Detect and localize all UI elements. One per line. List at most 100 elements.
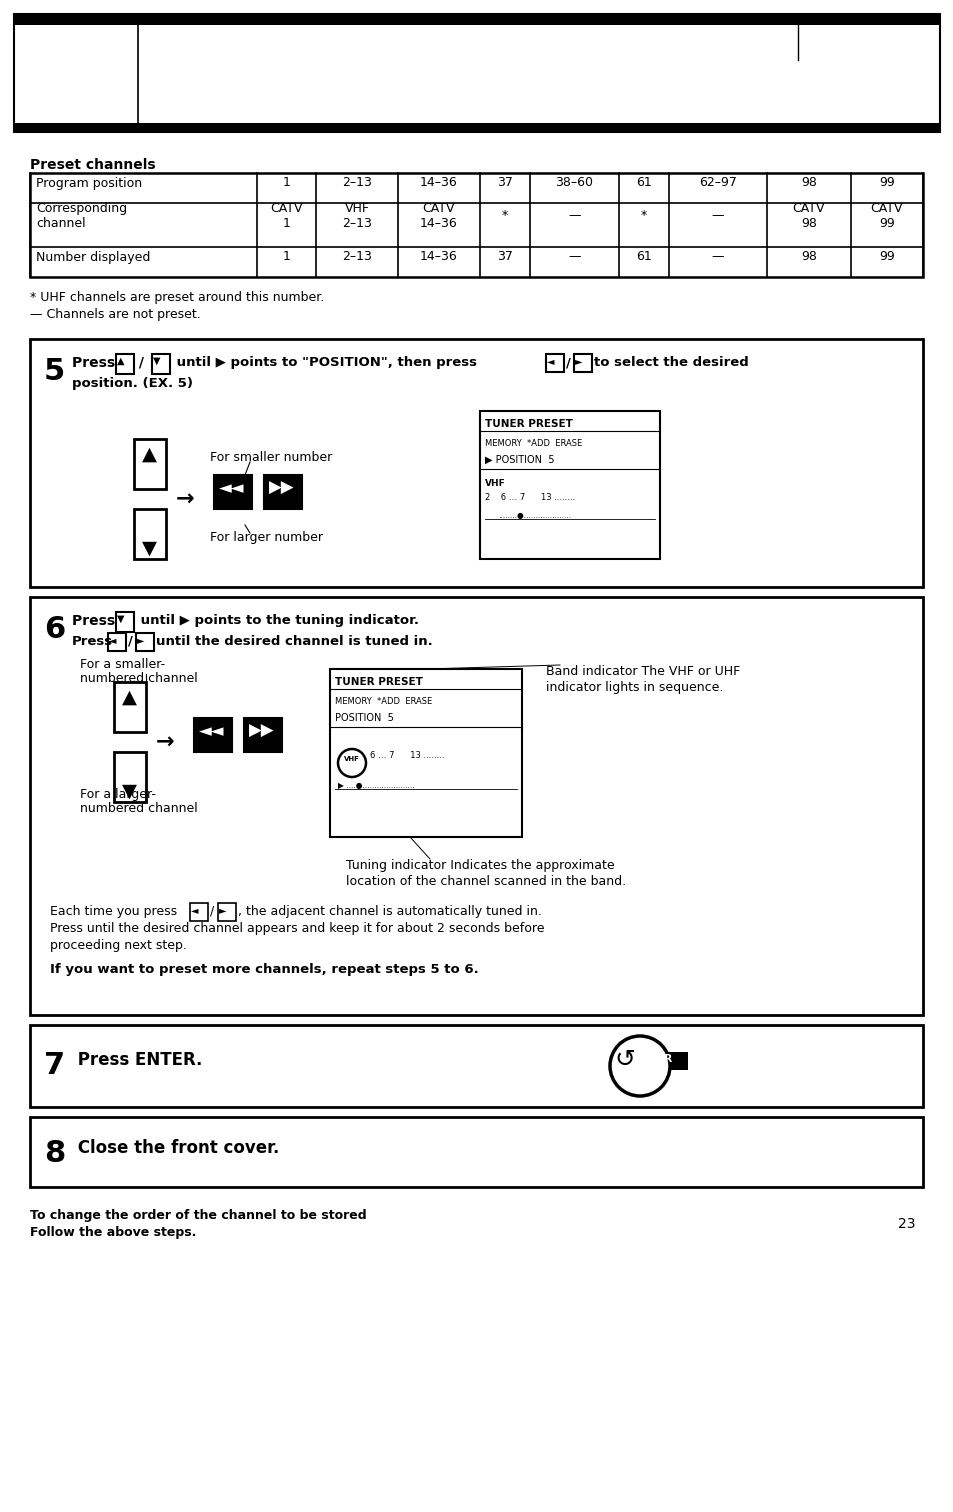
Text: To change the order of the channel to be stored: To change the order of the channel to be… [30, 1210, 366, 1222]
Text: 2–13: 2–13 [342, 177, 372, 189]
Text: /: / [128, 635, 132, 649]
Text: ▲: ▲ [117, 355, 125, 366]
Text: For larger number: For larger number [210, 531, 323, 544]
Text: 98: 98 [801, 177, 816, 189]
Bar [133, 510, 166, 559]
Text: Press: Press [71, 635, 113, 649]
Bar [116, 354, 133, 373]
Bar [213, 475, 252, 510]
Text: 1: 1 [282, 251, 290, 263]
Text: ........●....................: ........●.................... [497, 511, 571, 520]
Text: —: — [568, 251, 580, 263]
Text: ENTER: ENTER [634, 1054, 672, 1064]
Circle shape [337, 748, 366, 777]
Bar [190, 903, 208, 921]
Text: indicator lights in sequence.: indicator lights in sequence. [545, 680, 722, 694]
Text: Follow the above steps.: Follow the above steps. [30, 1226, 196, 1238]
Text: ▶▶: ▶▶ [249, 723, 274, 739]
Text: 61: 61 [636, 251, 651, 263]
Text: ►: ► [137, 635, 144, 646]
Bar [14, 14, 939, 132]
Text: /: / [565, 355, 570, 369]
Text: VHF
2–13: VHF 2–13 [342, 203, 372, 230]
Text: VHF: VHF [484, 479, 505, 488]
Bar [244, 718, 282, 751]
Text: ◄: ◄ [546, 355, 554, 366]
Text: 62–97: 62–97 [699, 177, 736, 189]
Text: TUNER PRESET: TUNER PRESET [484, 419, 572, 429]
Text: ◄: ◄ [109, 635, 116, 646]
Text: ◄◄: ◄◄ [219, 479, 244, 497]
Text: ▼: ▼ [142, 538, 157, 558]
Bar [133, 438, 166, 488]
Text: ◄◄: ◄◄ [199, 723, 224, 739]
Text: VHF: VHF [344, 756, 359, 762]
Text: /: / [133, 355, 149, 370]
Bar [545, 354, 563, 372]
Text: 23: 23 [898, 1217, 915, 1231]
Text: 37: 37 [497, 251, 513, 263]
Text: , the adjacent channel is automatically tuned in.: , the adjacent channel is automatically … [237, 906, 541, 918]
Bar [30, 339, 923, 587]
Text: Program position: Program position [36, 177, 142, 189]
Text: Close the front cover.: Close the front cover. [71, 1139, 279, 1157]
Text: CATV
1: CATV 1 [270, 203, 302, 230]
Text: — Channels are not preset.: — Channels are not preset. [30, 308, 200, 321]
Text: ▶ POSITION  5: ▶ POSITION 5 [484, 455, 554, 466]
Bar [30, 1117, 923, 1187]
Text: ▼: ▼ [122, 782, 137, 801]
Bar [479, 411, 659, 559]
Text: position. (EX. 5): position. (EX. 5) [71, 376, 193, 390]
Text: ►: ► [219, 906, 226, 915]
Bar [152, 354, 170, 373]
Text: TUNER PRESET: TUNER PRESET [335, 677, 422, 686]
Text: 99: 99 [879, 251, 894, 263]
Text: 6: 6 [44, 615, 65, 644]
Text: If you want to preset more channels, repeat steps 5 to 6.: If you want to preset more channels, rep… [50, 963, 478, 977]
Text: For a smaller-: For a smaller- [80, 658, 165, 671]
Text: Press: Press [71, 355, 120, 370]
Bar [116, 612, 133, 632]
Text: 8: 8 [44, 1139, 65, 1167]
Bar [193, 718, 232, 751]
Text: For a larger-: For a larger- [80, 788, 155, 801]
Text: ▶▶: ▶▶ [269, 479, 294, 497]
Text: →: → [175, 488, 194, 510]
Text: Preset channels: Preset channels [30, 157, 155, 172]
Text: /: / [210, 906, 214, 918]
Text: until ▶ points to the tuning indicator.: until ▶ points to the tuning indicator. [136, 614, 418, 627]
Text: →: → [156, 732, 174, 751]
Text: Corresponding
channel: Corresponding channel [36, 203, 127, 230]
Text: —: — [711, 210, 723, 222]
Text: —: — [568, 210, 580, 222]
Bar [14, 14, 939, 26]
Text: 14–36: 14–36 [419, 251, 457, 263]
Text: * UHF channels are preset around this number.: * UHF channels are preset around this nu… [30, 290, 324, 304]
Text: 5: 5 [44, 357, 65, 386]
Circle shape [609, 1036, 669, 1096]
Text: 2–13: 2–13 [342, 251, 372, 263]
Text: 98: 98 [801, 251, 816, 263]
Text: to select the desired: to select the desired [594, 355, 748, 369]
Text: 7: 7 [44, 1051, 65, 1080]
Text: proceeding next step.: proceeding next step. [50, 939, 187, 953]
Bar [631, 1052, 687, 1070]
Text: ◄: ◄ [191, 906, 198, 915]
Text: 2    6 … 7      13 ........: 2 6 … 7 13 ........ [484, 493, 575, 502]
Bar [330, 668, 521, 838]
Bar [136, 634, 153, 652]
Text: 6 … 7      13 ........: 6 … 7 13 ........ [370, 751, 444, 761]
Bar [113, 751, 146, 801]
Text: Press: Press [71, 614, 120, 627]
Text: CATV
99: CATV 99 [870, 203, 902, 230]
Bar [30, 172, 923, 277]
Text: ►: ► [575, 355, 582, 366]
Text: 1: 1 [282, 177, 290, 189]
Text: numbered channel: numbered channel [80, 671, 197, 685]
Text: until ▶ points to "POSITION", then press: until ▶ points to "POSITION", then press [172, 355, 481, 369]
Text: CATV
98: CATV 98 [792, 203, 824, 230]
Text: 61: 61 [636, 177, 651, 189]
Text: Press ENTER.: Press ENTER. [71, 1051, 202, 1069]
Text: POSITION  5: POSITION 5 [335, 714, 394, 723]
Bar [574, 354, 592, 372]
